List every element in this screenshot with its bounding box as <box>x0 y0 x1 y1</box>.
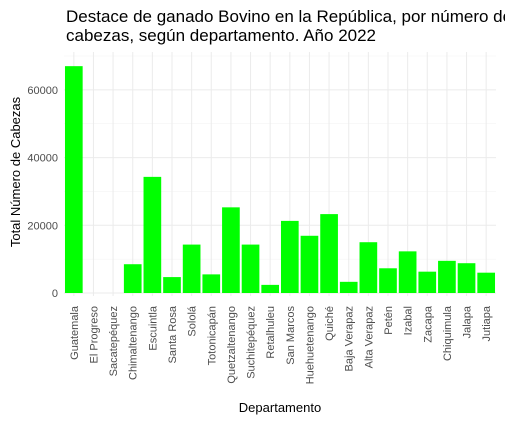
x-tick-label: Petén <box>383 306 395 335</box>
bar-escuintla <box>143 176 162 293</box>
x-tick-label: Zacapa <box>422 305 434 343</box>
x-tick-label: Sololá <box>187 305 199 336</box>
x-tick-label: Santa Rosa <box>167 305 179 363</box>
bar-san-marcos <box>280 220 299 293</box>
bar-retalhuleu <box>261 284 280 293</box>
x-tick-label: El Progreso <box>88 306 100 363</box>
bar-baja-verapaz <box>339 281 358 293</box>
x-tick-label: San Marcos <box>285 306 297 365</box>
x-tick-label: Suchitepéquez <box>246 306 258 379</box>
chart-title-line-1: Destace de ganado Bovino en la República… <box>66 7 505 26</box>
x-tick-label: Huehuetenango <box>304 306 316 384</box>
x-tick-label: Guatemala <box>69 305 81 360</box>
x-tick-label: Jalapa <box>462 305 474 338</box>
bar-guatemala <box>64 66 83 294</box>
x-tick-label: Baja Verapaz <box>344 306 356 371</box>
x-tick-label: Escuintla <box>147 305 159 351</box>
bar-izabal <box>398 251 417 293</box>
x-tick-label: Chimaltenango <box>128 306 140 380</box>
bar-alta-verapaz <box>359 242 378 293</box>
x-axis-ticks: Guatemala El Progreso Sacatepéquez Chimalte… <box>69 305 493 384</box>
x-tick-label: Retalhuleu <box>265 306 277 359</box>
y-tick-label: 20000 <box>27 220 58 232</box>
bar-huehuetenango <box>300 235 319 293</box>
y-tick-label: 60000 <box>27 85 58 97</box>
y-tick-label: 40000 <box>27 153 58 165</box>
bar-jutiapa <box>477 272 496 293</box>
bar-jalapa <box>457 263 476 293</box>
x-tick-label: Jutiapa <box>481 305 493 341</box>
x-tick-label: Quiché <box>324 306 336 341</box>
x-tick-label: Sacatepéquez <box>108 306 120 376</box>
y-axis-ticks: 0 20000 40000 60000 <box>27 85 58 300</box>
bar-suchitepéquez <box>241 244 260 293</box>
x-tick-label: Izabal <box>403 306 415 335</box>
x-tick-label: Totonicapán <box>206 306 218 365</box>
bar-santa-rosa <box>163 277 181 293</box>
bar-quiché <box>320 214 338 293</box>
bar-totonicapán <box>202 274 221 293</box>
bar-chimaltenango <box>123 264 142 293</box>
bar-zacapa <box>418 271 437 293</box>
bar-quetzaltenango <box>222 207 240 293</box>
bar-sololá <box>182 244 201 293</box>
grid-lines <box>64 52 496 296</box>
x-tick-label: Chiquimula <box>442 305 454 361</box>
bars <box>64 66 496 294</box>
x-tick-label: Alta Verapaz <box>363 306 375 368</box>
bar-chiquimula <box>438 260 456 293</box>
chart-title-line-2: cabezas, según departamento. Año 2022 <box>66 26 376 45</box>
x-tick-label: Quetzaltenango <box>226 306 238 384</box>
y-axis-label: Total Número de Cabezas <box>8 96 23 247</box>
bar-petén <box>379 268 397 293</box>
x-axis-label: Departamento <box>239 400 321 415</box>
y-tick-label: 0 <box>52 288 58 300</box>
